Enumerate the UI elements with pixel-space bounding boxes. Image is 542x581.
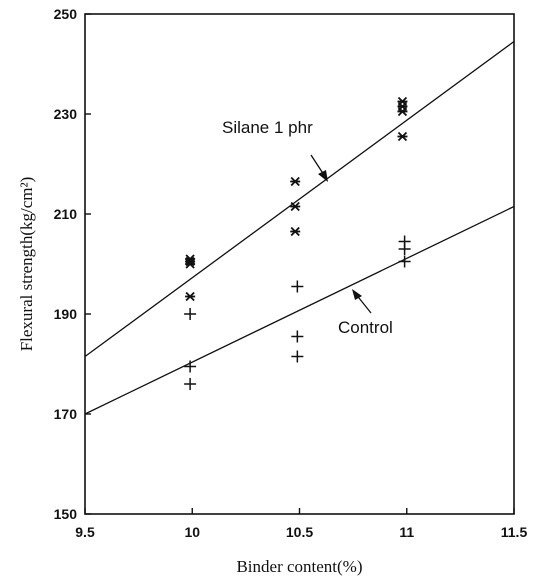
arrow-head [352,289,362,300]
y-axis-label: Flexural strength(kg/cm²) [17,177,36,352]
y-tick-label: 190 [54,306,78,322]
x-tick-label: 11.5 [501,524,528,540]
fit-lines [84,40,515,415]
x-axis-label: Binder content(%) [236,557,362,576]
control-data-point [291,330,304,343]
annotation-silane: Silane 1 phr [222,118,313,137]
control-data-point [398,255,411,268]
silane-data-point [290,176,301,187]
y-tick-label: 210 [54,206,78,222]
silane-data-point [397,131,408,142]
control-data-point [184,360,197,373]
y-tick-label: 230 [54,106,78,122]
control-data-point [398,243,411,255]
y-tick-label: 170 [54,406,78,422]
silane-data-point [397,106,408,117]
control-data-point [184,308,197,320]
silane-fit-line [84,40,515,358]
x-tick-label: 10.5 [286,524,313,540]
silane-data-point [397,101,408,112]
annotations: Silane 1 phr Control [222,118,393,337]
control-data-point [291,280,304,293]
silane-data-point [290,226,301,237]
annotation-control: Control [338,318,393,337]
x-tick-label: 10 [184,524,200,540]
y-axis: 150 170 190 210 230 250 [54,6,91,522]
silane-data-point [290,201,301,212]
y-tick-label: 250 [54,6,78,22]
silane-data-point [185,259,196,269]
x-tick-label: 11 [399,524,414,540]
control-data-point [184,378,197,390]
data-points [184,96,411,390]
x-axis: 9.5 10 10.5 11 11.5 [75,508,527,540]
control-fit-line [84,205,515,415]
silane-data-point [185,291,196,302]
x-tick-label: 9.5 [75,524,95,540]
arrow-head [318,170,328,182]
control-data-point [291,350,304,363]
y-tick-label: 150 [54,506,78,522]
silane-data-point [397,96,408,107]
